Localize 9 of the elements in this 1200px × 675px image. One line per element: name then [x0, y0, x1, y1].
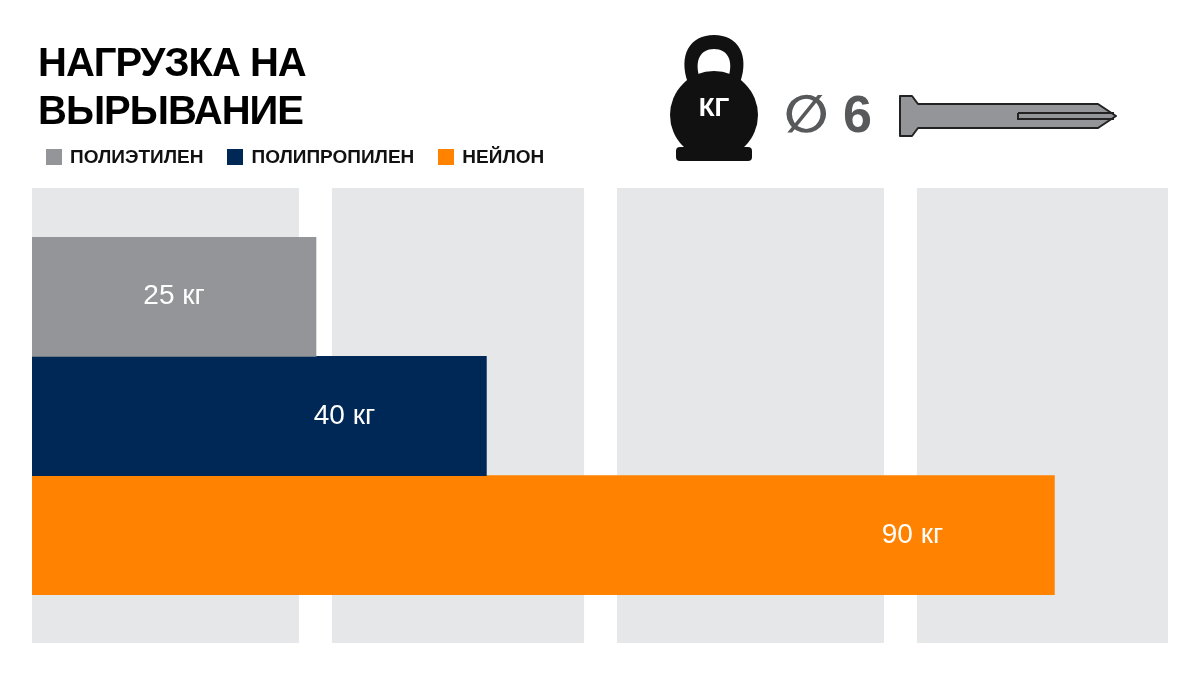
data-label: 40 кг [313, 398, 376, 430]
data-label: 25 кг [143, 279, 205, 311]
text: ∅ 6 [784, 84, 872, 144]
legend-label: ПОЛИПРОПИЛЕН [251, 146, 415, 168]
legend-label: НЕЙЛОН [462, 146, 545, 168]
legend-label: ПОЛИЭТИЛЕН [70, 146, 204, 168]
data-label: 90 кг [881, 518, 944, 550]
text: КГ [697, 92, 731, 123]
chart-title: НАГРУЗКА НА ВЫРЫВАНИЕ [38, 39, 307, 134]
